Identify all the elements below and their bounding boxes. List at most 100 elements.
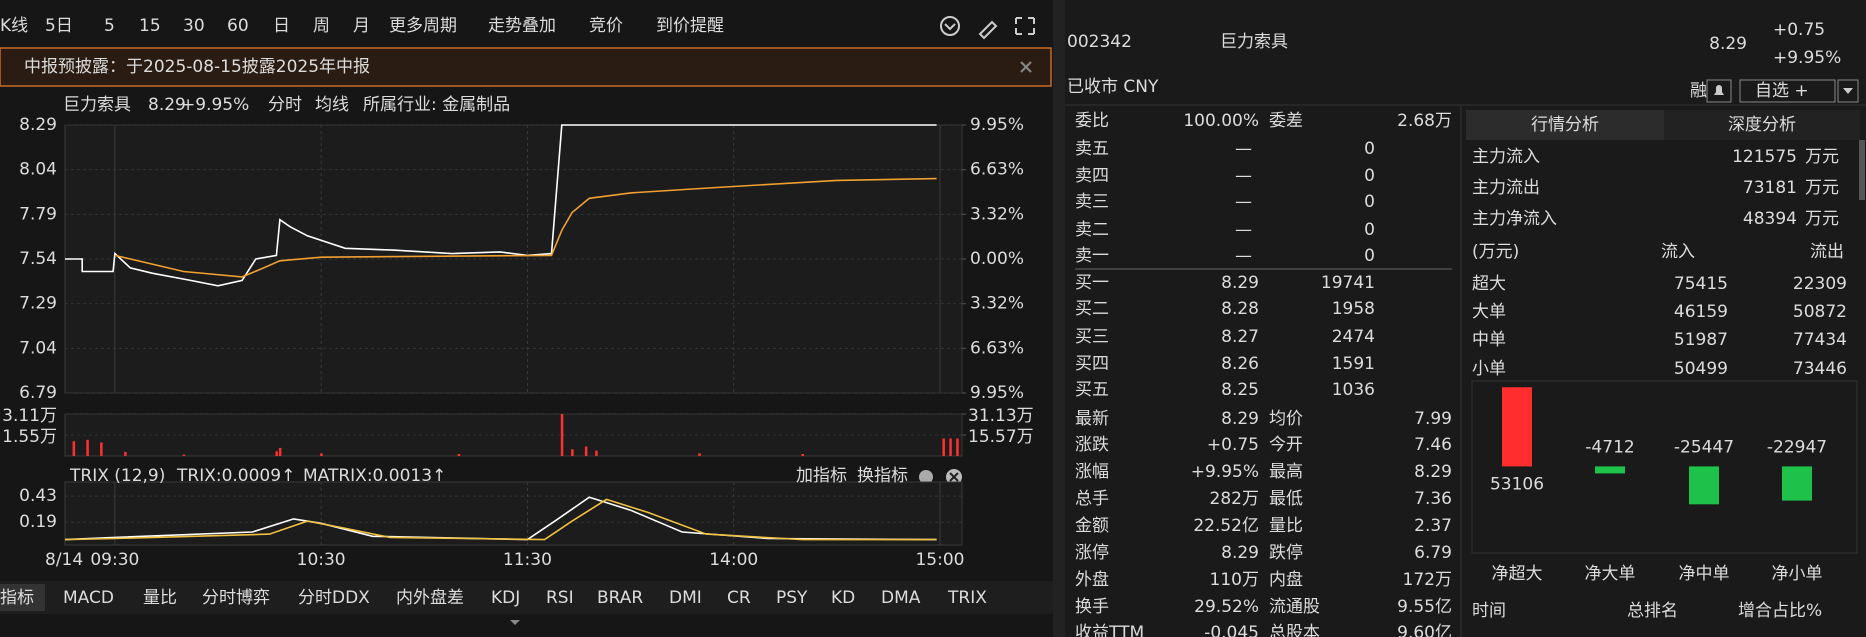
indicator-tab[interactable]: KDJ xyxy=(491,588,520,608)
active-tab[interactable] xyxy=(1466,110,1664,140)
flow-header: 流出 xyxy=(1810,242,1844,262)
inflow: 46159 xyxy=(1674,302,1728,322)
y2-tick-label: 3.32% xyxy=(970,204,1024,224)
indicator-tab[interactable]: 分时DDX xyxy=(298,588,370,608)
flow-row-label: 中单 xyxy=(1472,330,1506,350)
notice-close[interactable] xyxy=(1020,61,1032,73)
toolbar-item[interactable]: 更多周期 xyxy=(389,16,457,36)
volume-bar xyxy=(595,450,598,456)
stat-value: 22.52亿 xyxy=(1193,516,1259,536)
button[interactable]: 换指标 xyxy=(857,466,908,486)
book-label: 委差 xyxy=(1269,111,1303,131)
x-tick-label: 09:30 xyxy=(90,550,139,570)
toolbar-item[interactable]: 到价提醒 xyxy=(656,16,724,36)
chart-close-x xyxy=(949,472,959,482)
bid-label: 买四 xyxy=(1075,354,1109,374)
collapse-caret[interactable] xyxy=(510,620,520,625)
dropdown-button[interactable] xyxy=(1837,79,1859,103)
bid-volume: 19741 xyxy=(1321,273,1375,293)
bid-label: 买一 xyxy=(1075,273,1109,293)
value-label: -25447 xyxy=(1674,437,1734,457)
indicator-tab[interactable]: TRIX xyxy=(947,588,987,608)
toolbar-item[interactable]: 30 xyxy=(183,16,205,36)
volume-bar xyxy=(275,451,278,456)
volume-bar xyxy=(801,453,804,456)
watch-button[interactable] xyxy=(1739,79,1836,103)
y-tick-label: 7.29 xyxy=(19,294,57,314)
toolbar-item[interactable]: 60 xyxy=(227,16,249,36)
toolbar-item[interactable]: 日 xyxy=(273,16,290,36)
volume-bar xyxy=(956,438,959,456)
volume-bar xyxy=(278,447,282,456)
stat-label: 今开 xyxy=(1269,435,1303,455)
indicator-tab[interactable]: DMI xyxy=(669,588,702,608)
toolbar-item[interactable]: K线 xyxy=(0,16,28,36)
watch-label[interactable]: 自选 + xyxy=(1755,81,1809,101)
flow-header: (万元) xyxy=(1472,242,1519,262)
indicator-tab[interactable]: MACD xyxy=(63,588,114,608)
toolbar-item[interactable]: 走势叠加 xyxy=(488,16,556,36)
stat-label: 金额 xyxy=(1075,516,1109,536)
y2-tick-label: 0.00% xyxy=(970,249,1024,269)
stat-label: 跌停 xyxy=(1269,543,1303,563)
toolbar-item[interactable]: 15 xyxy=(139,16,161,36)
indicator-tab[interactable]: 内外盘差 xyxy=(396,588,464,608)
tab[interactable] xyxy=(1664,110,1860,140)
legend-item: TRIX:0.0009↑ xyxy=(176,466,295,486)
toolbar-item[interactable]: 5日 xyxy=(45,16,73,36)
volume-bar xyxy=(320,453,323,456)
indicator-tab-bar xyxy=(0,581,1053,614)
stat-label: 总股本 xyxy=(1269,623,1320,637)
stat-label: 换手 xyxy=(1075,597,1109,617)
stat-value: -0.045 xyxy=(1204,623,1259,637)
bid-label: 买二 xyxy=(1075,299,1109,319)
x-tick-label: 10:30 xyxy=(297,550,346,570)
flow-value: 73181 xyxy=(1743,178,1797,198)
indicator-tab[interactable]: 指标 xyxy=(0,588,34,608)
toolbar-item[interactable]: 月 xyxy=(353,16,370,36)
stat-value: 7.46 xyxy=(1414,435,1452,455)
toolbar-item[interactable]: 竞价 xyxy=(589,16,623,36)
stat-value: 8.29 xyxy=(1414,462,1452,482)
indicator-tab[interactable]: RSI xyxy=(546,588,574,608)
stat-label: 流通股 xyxy=(1269,597,1320,617)
indicator-tab[interactable]: DMA xyxy=(881,588,921,608)
bid-price: 8.26 xyxy=(1221,354,1259,374)
flow-row-label: 超大 xyxy=(1472,274,1506,294)
active-tab xyxy=(0,584,45,611)
stat-value: 172万 xyxy=(1403,570,1452,590)
stat-value: 7.99 xyxy=(1414,409,1452,429)
ask-volume: 0 xyxy=(1364,166,1375,186)
stat-label: 外盘 xyxy=(1075,570,1109,590)
toolbar-item[interactable]: 周 xyxy=(313,16,330,36)
stat-label: 收益TTM xyxy=(1075,623,1144,637)
tab[interactable]: 深度分析 xyxy=(1728,115,1796,135)
category-label: 净小单 xyxy=(1772,564,1823,584)
flow-value: 121575 xyxy=(1732,147,1797,167)
ask-price: — xyxy=(1235,139,1252,159)
alert-button[interactable] xyxy=(1706,79,1732,103)
volume-bar xyxy=(457,453,461,456)
button[interactable]: 加指标 xyxy=(796,466,847,486)
scrollbar[interactable] xyxy=(1859,140,1865,200)
plot-frame xyxy=(64,413,963,457)
tab[interactable]: 行情分析 xyxy=(1531,115,1599,135)
y2-tick-label: 6.63% xyxy=(970,338,1024,358)
indicator-tab[interactable]: PSY xyxy=(776,588,808,608)
bell-icon xyxy=(1714,85,1724,95)
indicator-tab[interactable]: KD xyxy=(831,588,855,608)
toolbar-item[interactable]: 5 xyxy=(104,16,115,36)
indicator-tab[interactable]: 分时博弈 xyxy=(202,588,270,608)
net-flow-bar xyxy=(1502,387,1532,467)
indicator-tab[interactable]: BRAR xyxy=(597,588,643,608)
splitter[interactable] xyxy=(1053,0,1065,637)
indicator-tab[interactable]: CR xyxy=(727,588,751,608)
toolbar-icons[interactable] xyxy=(940,16,1035,40)
industry: 所属行业: 金属制品 xyxy=(363,95,510,115)
inflow: 50499 xyxy=(1674,359,1728,379)
ranking-header: 时间 xyxy=(1472,601,1506,621)
notice-text: 中报预披露：于2025-08-15披露2025年中报 xyxy=(24,57,370,77)
stat-value: 2.37 xyxy=(1414,516,1452,536)
ask-label: 卖三 xyxy=(1075,192,1109,212)
indicator-tab[interactable]: 量比 xyxy=(143,588,177,608)
